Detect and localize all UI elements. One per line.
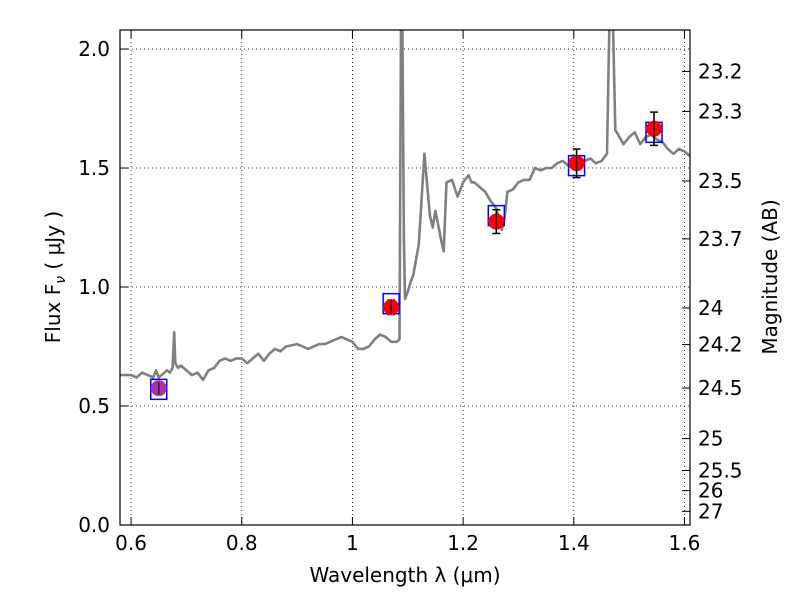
y2-tick-label: 23.7 xyxy=(698,227,743,251)
x-tick-label: 0.6 xyxy=(115,531,147,555)
y2-tick-label: 23.2 xyxy=(698,60,743,84)
y-axis-label-main: Flux F xyxy=(41,284,65,343)
y2-tick-label: 24 xyxy=(698,296,723,320)
y2-tick-label: 24.5 xyxy=(698,376,743,400)
y-tick-label: 1.0 xyxy=(78,275,110,299)
plot-frame xyxy=(119,29,691,526)
y2-axis-label: Magnitude (AB) xyxy=(758,199,782,354)
y-tick-label: 0.5 xyxy=(78,394,110,418)
y-axis-label-units: ( μJy ) xyxy=(41,211,65,276)
model-photometry-square xyxy=(149,378,168,401)
x-tick-label: 0.8 xyxy=(226,531,258,555)
y2-tick-label: 25.5 xyxy=(698,458,743,482)
x-tick-label: 1.2 xyxy=(447,531,479,555)
plot-area xyxy=(120,30,690,401)
y2-tick-label: 23.3 xyxy=(698,99,743,123)
y-tick-label: 0.0 xyxy=(78,513,110,537)
y2-tick-label: 27 xyxy=(698,499,723,523)
tick-labels: 0.6 0.8 1 1.2 1.4 1.6 0.0 0.5 1.0 1.5 2.0 23.2 23.3 2… xyxy=(78,37,742,555)
y-axis-label: Flux Fν ( μJy ) xyxy=(41,211,69,343)
x-tick-label: 1.4 xyxy=(558,531,590,555)
x-tick-label: 1.6 xyxy=(669,531,701,555)
y2-tick-label: 26 xyxy=(698,479,723,503)
model-spectrum-line xyxy=(120,30,690,382)
x-axis-label: Wavelength λ (μm) xyxy=(309,563,500,587)
x-tick-label: 1 xyxy=(346,531,359,555)
y2-tick-label: 24.2 xyxy=(698,332,743,356)
y2-tick-label: 25 xyxy=(698,427,723,451)
tick-marks xyxy=(120,30,690,526)
y-tick-label: 2.0 xyxy=(78,37,110,61)
y-axis-label-sub: ν xyxy=(53,276,69,284)
y2-tick-label: 23.5 xyxy=(698,169,743,193)
y-tick-label: 1.5 xyxy=(78,156,110,180)
